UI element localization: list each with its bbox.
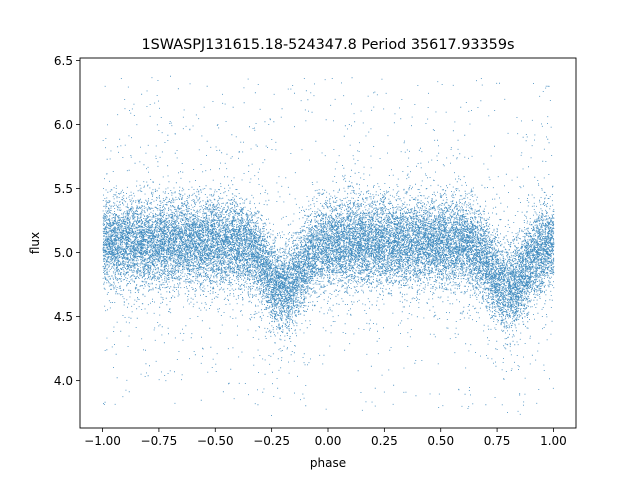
y-tick-label: 5.0 xyxy=(54,246,73,260)
y-tick-label: 5.5 xyxy=(54,182,73,196)
y-tick-label: 4.0 xyxy=(54,374,73,388)
y-axis-label: flux xyxy=(28,232,42,254)
y-tick-label: 4.5 xyxy=(54,310,73,324)
x-tick-label: 0.00 xyxy=(315,434,342,448)
x-tick-label: 0.25 xyxy=(371,434,398,448)
y-tick-label: 6.5 xyxy=(54,54,73,68)
x-axis-label: phase xyxy=(310,456,346,470)
x-tick-label: −0.75 xyxy=(141,434,178,448)
scatter-point-cloud xyxy=(102,75,555,416)
scatter-points xyxy=(102,75,555,416)
x-tick-label: 0.75 xyxy=(484,434,511,448)
x-tick-label: 1.00 xyxy=(540,434,567,448)
chart-title: 1SWASPJ131615.18-524347.8 Period 35617.9… xyxy=(142,37,515,53)
y-tick-label: 6.0 xyxy=(54,118,73,132)
x-axis: −1.00 −0.75 −0.50 −0.25 0.00 0.25 0.50 0.75 1.00 xyxy=(84,428,567,448)
y-axis: 4.0 4.5 5.0 5.5 6.0 6.5 xyxy=(54,54,80,388)
x-tick-label: 0.50 xyxy=(427,434,454,448)
x-tick-label: −0.25 xyxy=(253,434,290,448)
x-tick-label: −0.50 xyxy=(197,434,234,448)
x-tick-label: −1.00 xyxy=(84,434,121,448)
